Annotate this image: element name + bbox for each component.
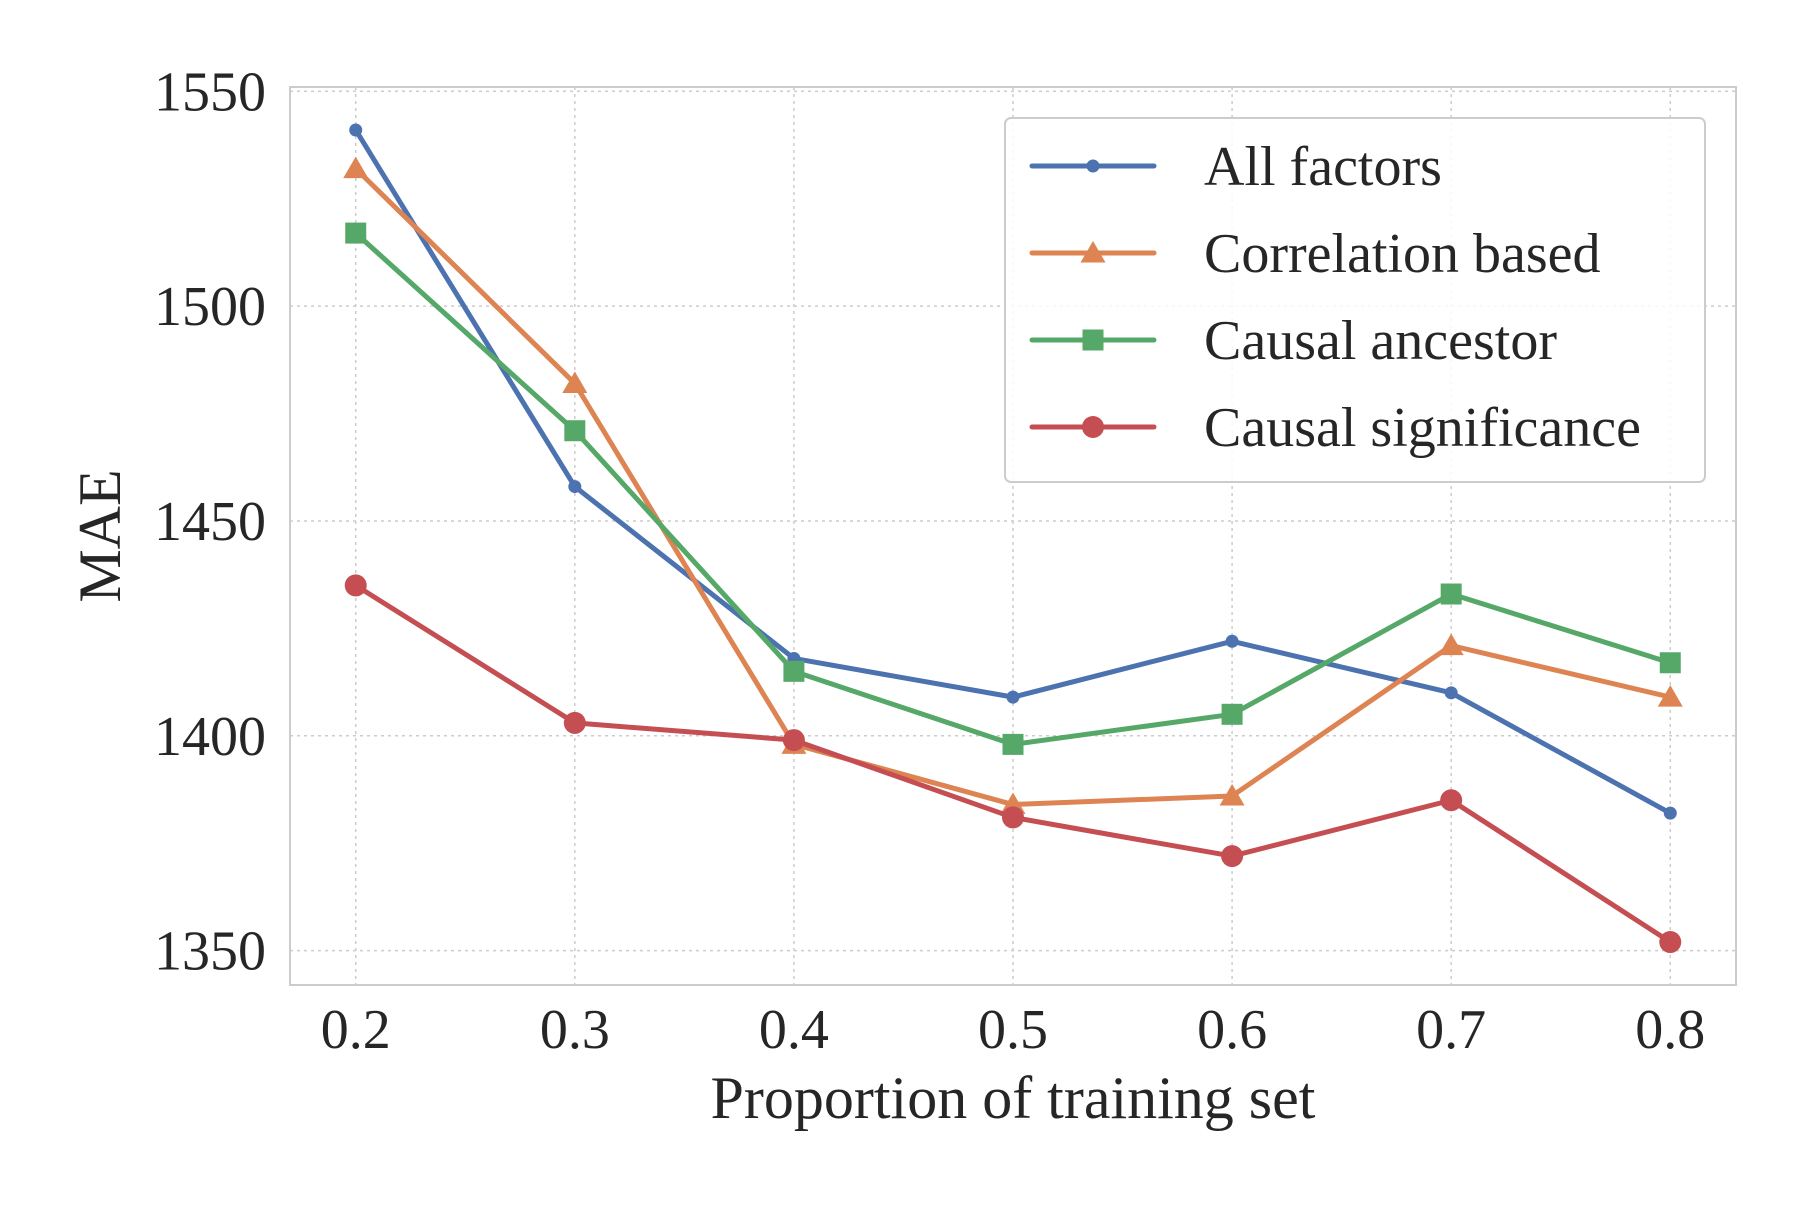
y-tick-label: 1400 [154, 706, 266, 768]
data-point [1440, 583, 1462, 605]
data-point [568, 480, 582, 494]
data-point [1657, 685, 1683, 707]
y-tick-label: 1350 [154, 921, 266, 983]
data-point [1002, 733, 1024, 755]
data-point [1659, 652, 1681, 674]
data-point [349, 123, 363, 137]
x-tick-label: 0.3 [540, 999, 610, 1061]
x-tick-label: 0.2 [321, 999, 391, 1061]
x-axis-ticks: 0.2 0.3 0.4 0.5 0.6 0.7 0.8 [321, 999, 1706, 1061]
data-point [782, 729, 805, 752]
y-axis-label: MAE [67, 469, 133, 602]
legend-marker [1080, 241, 1106, 263]
plot-frame [289, 86, 1737, 986]
legend-item: Correlation based [1029, 223, 1601, 285]
data-point [1006, 690, 1020, 704]
data-point [1219, 783, 1245, 806]
x-tick-label: 0.4 [759, 999, 829, 1061]
legend-label: Causal significance [1204, 397, 1641, 459]
legend-label: Correlation based [1204, 223, 1601, 285]
x-tick-label: 0.7 [1416, 999, 1486, 1061]
x-tick-label: 0.5 [978, 999, 1048, 1061]
series-3 [344, 574, 1682, 954]
data-point [1221, 703, 1243, 725]
data-point [1438, 633, 1464, 656]
legend-label: Causal ancestor [1204, 310, 1557, 372]
y-tick-label: 1550 [154, 61, 266, 123]
data-point [1225, 634, 1239, 648]
legend: All factors Correlation based Causal ances… [1004, 117, 1706, 483]
data-point [1663, 806, 1677, 820]
series-2 [345, 222, 1681, 755]
series-1 [343, 156, 1683, 815]
data-point [344, 574, 367, 597]
legend-marker [1086, 159, 1100, 173]
legend-item: Causal significance [1029, 397, 1641, 459]
data-point [343, 156, 369, 179]
data-point [564, 420, 586, 442]
data-point [1002, 806, 1024, 829]
x-tick-label: 0.6 [1197, 999, 1267, 1061]
x-tick-label: 0.8 [1635, 999, 1705, 1061]
y-tick-label: 1450 [154, 491, 266, 553]
legend-frame [1004, 117, 1706, 483]
series-line [353, 582, 1673, 945]
data-point [1221, 845, 1244, 868]
legend-marker [1082, 416, 1104, 438]
legend-marker [1082, 329, 1104, 351]
legend-item: All factors [1029, 136, 1442, 198]
data-point [783, 660, 805, 682]
series-0 [349, 123, 1677, 820]
legend-items: All factors Correlation based Causal ances… [1029, 136, 1641, 459]
y-axis-ticks: 1350 1400 1450 1500 1550 [154, 61, 266, 982]
data-point [345, 222, 367, 244]
y-tick-label: 1500 [154, 276, 266, 338]
legend-label: All factors [1204, 136, 1442, 198]
data-point [563, 711, 586, 734]
data-point [1444, 686, 1458, 700]
data-point [1659, 931, 1682, 954]
legend-item: Causal ancestor [1029, 310, 1557, 372]
x-axis-label: Proportion of training set [711, 1065, 1316, 1131]
data-point [1440, 789, 1463, 812]
data-point [562, 371, 588, 393]
series-layer [343, 123, 1683, 954]
